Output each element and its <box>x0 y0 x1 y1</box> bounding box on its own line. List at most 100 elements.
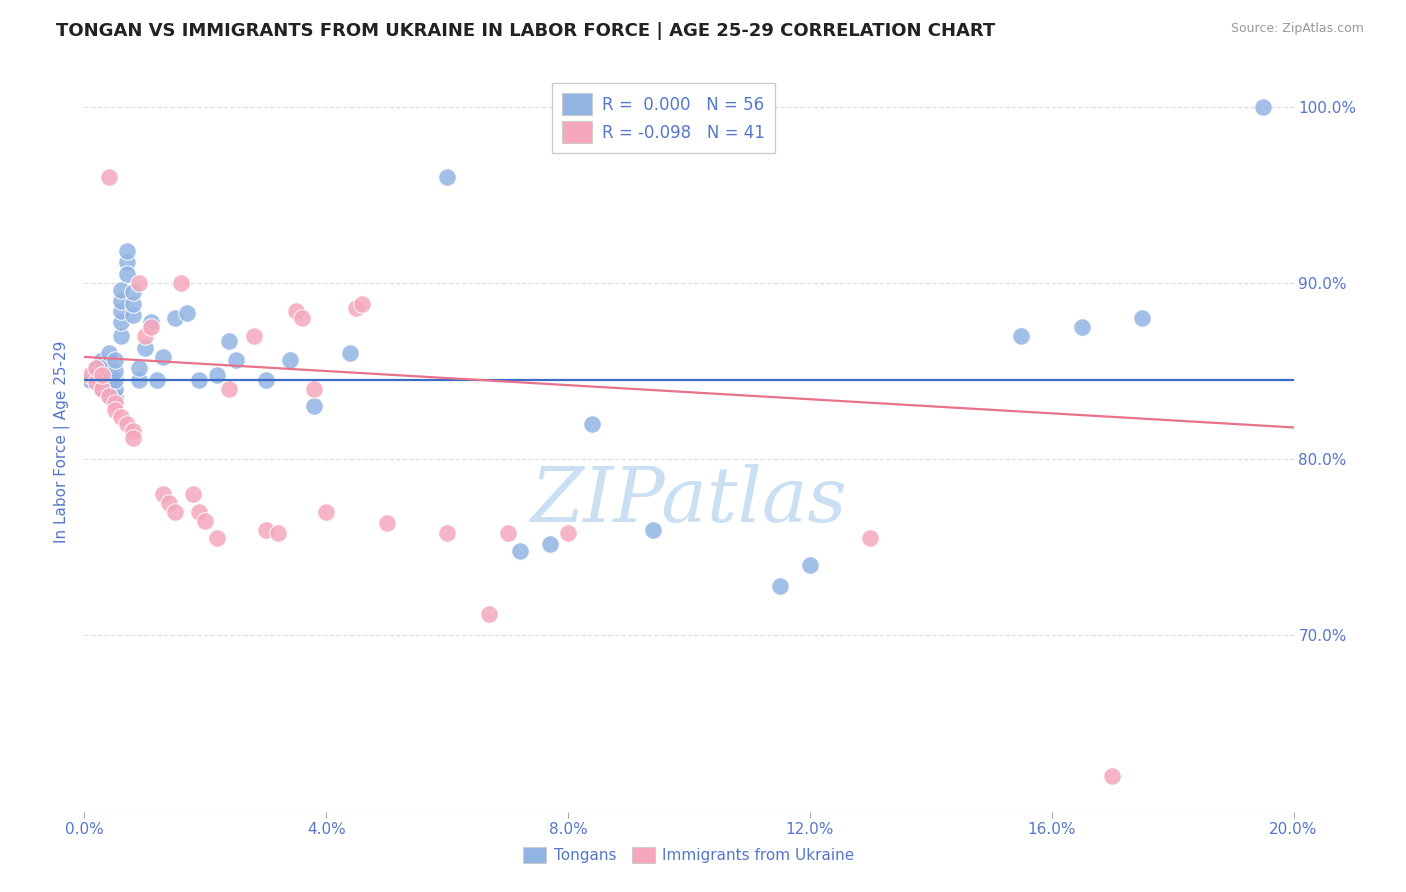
Point <box>104 353 127 368</box>
Point <box>110 328 132 343</box>
Point <box>104 391 127 405</box>
Point <box>121 285 143 299</box>
Point <box>538 537 561 551</box>
Point <box>181 487 204 501</box>
Y-axis label: In Labor Force | Age 25-29: In Labor Force | Age 25-29 <box>55 341 70 542</box>
Point <box>91 368 114 382</box>
Point <box>859 532 882 546</box>
Point <box>121 308 143 322</box>
Point <box>91 364 114 378</box>
Point <box>581 417 603 431</box>
Point <box>557 526 579 541</box>
Point <box>165 311 187 326</box>
Point <box>346 301 368 315</box>
Point <box>104 373 127 387</box>
Point <box>121 431 143 445</box>
Text: ZIPatlas: ZIPatlas <box>530 464 848 538</box>
Point <box>97 355 120 369</box>
Point <box>165 505 187 519</box>
Point <box>86 368 108 382</box>
Point <box>104 382 127 396</box>
Point <box>1253 100 1275 114</box>
Point <box>97 346 120 360</box>
Point <box>128 360 150 375</box>
Point <box>152 487 174 501</box>
Point <box>115 254 138 268</box>
Point <box>375 516 398 530</box>
Point <box>218 334 240 348</box>
Point <box>104 364 127 378</box>
Point <box>194 514 217 528</box>
Point <box>134 341 156 355</box>
Point <box>115 267 138 281</box>
Point <box>91 353 114 368</box>
Point <box>176 306 198 320</box>
Legend: Tongans, Immigrants from Ukraine: Tongans, Immigrants from Ukraine <box>516 839 862 871</box>
Point <box>121 424 143 438</box>
Point <box>115 417 138 431</box>
Point <box>254 373 277 387</box>
Point <box>291 311 314 326</box>
Point <box>128 276 150 290</box>
Point <box>769 579 792 593</box>
Point <box>79 368 101 382</box>
Point <box>278 353 301 368</box>
Point <box>302 399 325 413</box>
Point <box>97 364 120 378</box>
Point <box>267 526 290 541</box>
Point <box>157 496 180 510</box>
Point <box>79 373 101 387</box>
Point <box>128 373 150 387</box>
Point <box>146 373 169 387</box>
Point <box>436 170 458 185</box>
Point <box>1130 311 1153 326</box>
Point <box>302 382 325 396</box>
Point <box>110 315 132 329</box>
Point <box>91 382 114 396</box>
Point <box>110 304 132 318</box>
Point <box>115 244 138 259</box>
Point <box>97 389 120 403</box>
Point <box>110 293 132 308</box>
Point <box>139 320 162 334</box>
Point <box>188 373 211 387</box>
Point <box>91 375 114 389</box>
Point <box>641 523 664 537</box>
Point <box>218 382 240 396</box>
Point <box>254 523 277 537</box>
Point <box>170 276 193 290</box>
Point <box>242 328 264 343</box>
Point <box>134 328 156 343</box>
Point <box>86 360 108 375</box>
Point <box>225 353 247 368</box>
Point <box>799 558 821 572</box>
Point <box>285 304 308 318</box>
Point <box>97 382 120 396</box>
Point <box>352 297 374 311</box>
Point <box>86 360 108 375</box>
Point <box>1071 320 1094 334</box>
Point <box>188 505 211 519</box>
Point <box>436 526 458 541</box>
Point <box>121 297 143 311</box>
Point <box>315 505 337 519</box>
Point <box>1101 769 1123 783</box>
Point <box>110 283 132 297</box>
Point <box>496 526 519 541</box>
Point <box>139 315 162 329</box>
Point <box>86 375 108 389</box>
Point <box>207 368 229 382</box>
Point <box>478 607 501 622</box>
Text: Source: ZipAtlas.com: Source: ZipAtlas.com <box>1230 22 1364 36</box>
Point <box>97 373 120 387</box>
Point <box>91 382 114 396</box>
Text: TONGAN VS IMMIGRANTS FROM UKRAINE IN LABOR FORCE | AGE 25-29 CORRELATION CHART: TONGAN VS IMMIGRANTS FROM UKRAINE IN LAB… <box>56 22 995 40</box>
Point <box>207 532 229 546</box>
Point <box>110 409 132 424</box>
Point <box>97 170 120 185</box>
Point <box>1011 328 1033 343</box>
Point <box>97 389 120 403</box>
Point <box>104 396 127 410</box>
Point <box>104 402 127 417</box>
Point <box>152 350 174 364</box>
